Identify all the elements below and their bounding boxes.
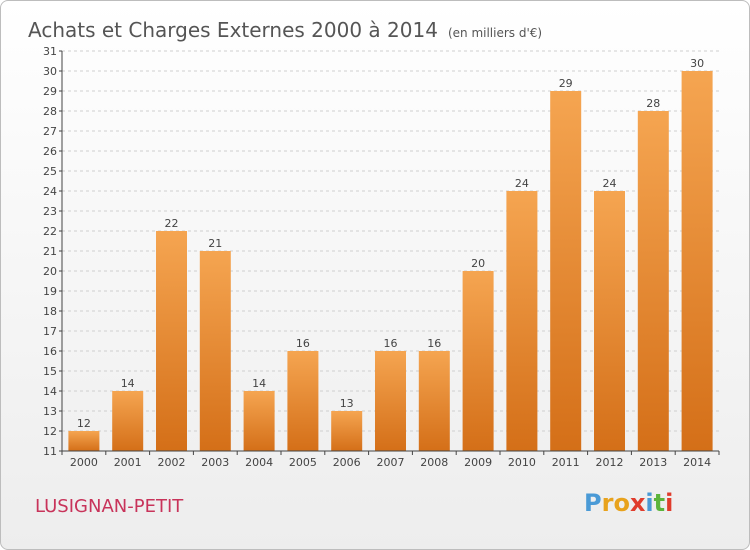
value-label: 13: [340, 397, 354, 410]
chart-title-text: Achats et Charges Externes 2000 à 2014: [28, 18, 438, 42]
x-tick-label: 2005: [289, 456, 317, 469]
y-tick-label: 27: [43, 125, 57, 138]
bar: [681, 71, 713, 451]
x-tick-label: 2014: [683, 456, 711, 469]
value-label: 20: [471, 257, 485, 270]
x-tick-label: 2011: [552, 456, 580, 469]
x-tick-label: 2002: [158, 456, 186, 469]
x-tick-label: 2008: [420, 456, 448, 469]
y-tick-label: 11: [43, 445, 57, 458]
y-tick-label: 28: [43, 105, 57, 118]
value-label: 21: [208, 237, 222, 250]
value-label: 28: [646, 97, 660, 110]
bar: [375, 351, 406, 451]
y-tick-label: 29: [43, 85, 57, 98]
y-tick-label: 26: [43, 145, 57, 158]
x-tick-label: 2007: [377, 456, 405, 469]
bar: [156, 231, 187, 451]
y-tick-label: 15: [43, 365, 57, 378]
x-tick-label: 2013: [639, 456, 667, 469]
bar: [112, 391, 144, 451]
proxiti-logo: Proxiti: [584, 489, 674, 517]
chart-title: Achats et Charges Externes 2000 à 2014 (e…: [28, 7, 542, 45]
y-tick-label: 30: [43, 65, 57, 78]
y-tick-label: 17: [43, 325, 57, 338]
bar: [418, 351, 450, 451]
bar: [594, 191, 625, 451]
y-tick-label: 14: [43, 385, 57, 398]
bar: [462, 271, 494, 451]
y-tick-label: 22: [43, 225, 57, 238]
bar: [243, 391, 275, 451]
y-tick-label: 12: [43, 425, 57, 438]
chart-unit: (en milliers d'€): [447, 26, 543, 40]
bar: [287, 351, 319, 451]
y-tick-label: 19: [43, 285, 57, 298]
x-tick-label: 2009: [464, 456, 492, 469]
value-label: 29: [559, 77, 573, 90]
value-label: 16: [296, 337, 310, 350]
y-tick-label: 13: [43, 405, 57, 418]
bars: [68, 71, 713, 451]
x-tick-label: 2010: [508, 456, 536, 469]
x-tick-label: 2012: [596, 456, 624, 469]
y-tick-label: 20: [43, 265, 57, 278]
place-name: LUSIGNAN-PETIT: [35, 496, 184, 517]
axes: [59, 50, 720, 455]
value-label: 22: [165, 217, 179, 230]
bar: [199, 251, 231, 451]
value-label: 14: [121, 377, 135, 390]
value-label: 24: [603, 177, 617, 190]
x-tick-label: 2004: [245, 456, 273, 469]
bar: [68, 431, 100, 451]
y-tick-label: 24: [43, 185, 57, 198]
value-label: 14: [252, 377, 266, 390]
value-label: 16: [384, 337, 398, 350]
y-tick-label: 16: [43, 345, 57, 358]
bar: [506, 191, 538, 451]
value-label: 12: [77, 417, 91, 430]
value-label: 24: [515, 177, 529, 190]
bar: [550, 91, 582, 451]
labels: 11 12 13 14 15 16 17 18 19 20 21 22 23 24 25 26 27 28 29 30…: [43, 45, 711, 469]
bar: [331, 411, 363, 451]
y-tick-label: 23: [43, 205, 57, 218]
value-label: 16: [427, 337, 441, 350]
value-label: 30: [690, 57, 704, 70]
y-tick-label: 31: [43, 45, 57, 58]
x-tick-label: 2006: [333, 456, 361, 469]
y-tick-label: 18: [43, 305, 57, 318]
x-tick-label: 2003: [201, 456, 229, 469]
bar: [637, 111, 669, 451]
y-tick-label: 25: [43, 165, 57, 178]
x-tick-label: 2000: [70, 456, 98, 469]
y-tick-label: 21: [43, 245, 57, 258]
x-tick-label: 2001: [114, 456, 142, 469]
